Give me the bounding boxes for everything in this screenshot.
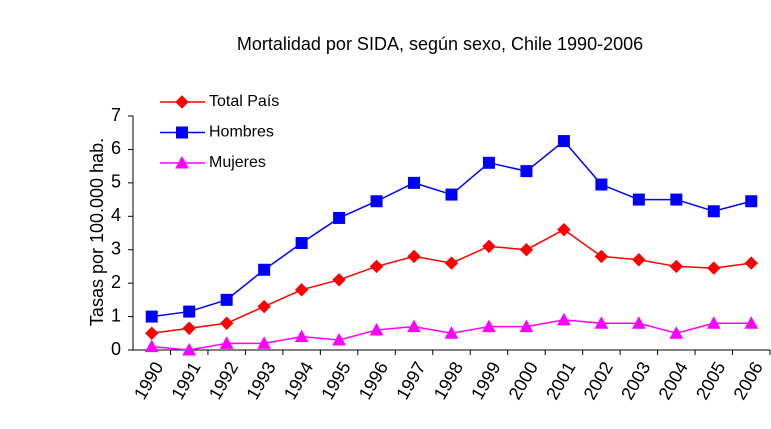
point: [744, 256, 758, 270]
point: [520, 165, 533, 178]
point: [519, 243, 534, 257]
point: [145, 326, 159, 340]
point: [632, 193, 645, 206]
point: [219, 336, 234, 349]
point: [557, 135, 570, 148]
y-tick-label: 3: [111, 238, 121, 258]
legend-marker: [175, 155, 189, 169]
point: [482, 319, 496, 333]
x-tick-label: 2002: [580, 358, 617, 403]
x-tick-label: 1998: [430, 358, 467, 403]
point: [707, 261, 721, 275]
point: [294, 283, 309, 297]
y-tick-label: 4: [111, 205, 121, 225]
legend-marker: [175, 95, 189, 109]
x-tick-label: 2005: [692, 358, 729, 403]
point: [632, 253, 646, 267]
point: [444, 256, 459, 270]
x-tick-label: 1999: [467, 358, 504, 403]
point: [294, 329, 309, 343]
legend-marker: [176, 126, 188, 139]
point: [182, 342, 197, 356]
point: [707, 205, 720, 218]
y-axis-label: Tasas por 100.000 hab.: [87, 138, 107, 326]
y-tick-label: 6: [111, 138, 121, 158]
point: [557, 222, 571, 237]
point: [482, 239, 496, 254]
point: [257, 336, 271, 349]
point: [407, 319, 421, 333]
point: [219, 316, 234, 330]
point: [407, 249, 421, 264]
point: [444, 326, 459, 339]
point: [332, 332, 346, 346]
point: [519, 319, 534, 333]
point: [594, 249, 609, 264]
x-tick-label: 2003: [617, 358, 654, 403]
point: [369, 259, 384, 274]
point: [594, 316, 609, 329]
point: [670, 193, 683, 206]
point: [182, 321, 196, 335]
point: [745, 195, 758, 208]
x-tick-label: 2000: [505, 358, 542, 403]
legend-label: Hombres: [209, 124, 274, 141]
x-tick-label: 1992: [205, 358, 242, 403]
x-tick-label: 2001: [542, 358, 579, 403]
point: [595, 178, 608, 191]
point: [744, 316, 759, 329]
point: [482, 156, 495, 169]
point: [369, 322, 384, 336]
point: [220, 293, 233, 306]
point: [332, 273, 346, 287]
x-tick-label: 1990: [130, 358, 167, 403]
point: [333, 211, 346, 224]
x-tick-label: 1993: [242, 358, 279, 403]
x-tick-label: 1994: [280, 358, 317, 403]
x-tick-label: 1996: [355, 358, 392, 403]
point: [669, 326, 684, 339]
point: [706, 316, 721, 329]
x-tick-label: 1991: [167, 358, 204, 403]
y-tick-label: 7: [111, 105, 121, 125]
x-tick-label: 2006: [729, 358, 766, 403]
y-tick-label: 2: [111, 272, 121, 292]
point: [183, 305, 196, 318]
legend-label: Mujeres: [209, 154, 266, 171]
x-tick-label: 1995: [317, 358, 354, 403]
point: [445, 188, 458, 201]
y-tick-label: 5: [111, 172, 121, 192]
y-tick-label: 0: [111, 339, 121, 359]
y-tick-label: 1: [111, 305, 121, 325]
point: [632, 316, 646, 329]
point: [145, 310, 158, 323]
point: [144, 339, 159, 353]
point: [258, 263, 271, 276]
point: [408, 176, 421, 189]
chart-title: Mortalidad por SIDA, según sexo, Chile 1…: [237, 34, 643, 54]
series-line: [151, 228, 752, 335]
x-tick-label: 1997: [392, 358, 429, 403]
point: [669, 259, 684, 274]
point: [295, 237, 308, 250]
point: [557, 312, 571, 326]
legend-label: Total País: [209, 93, 279, 110]
point: [257, 299, 271, 314]
x-tick-label: 2004: [655, 358, 692, 403]
point: [370, 195, 383, 208]
